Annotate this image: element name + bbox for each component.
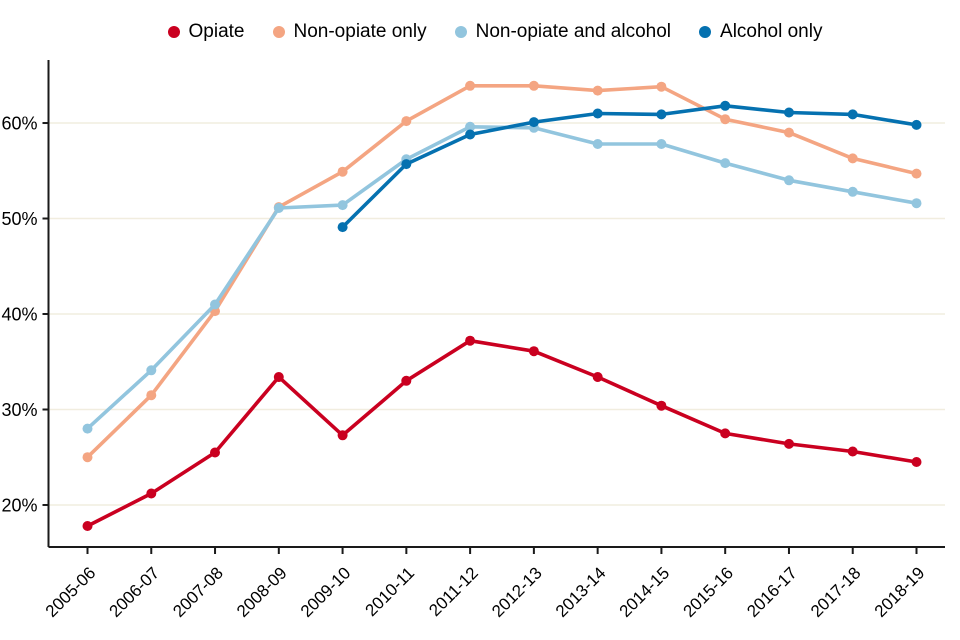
data-point <box>82 521 93 531</box>
data-point <box>911 119 922 130</box>
x-tick-label: 2010-11 <box>362 563 419 620</box>
x-tick-label: 2014-15 <box>616 563 674 621</box>
data-point <box>337 166 348 177</box>
x-tick-label: 2016-17 <box>743 563 801 621</box>
data-point <box>210 299 220 310</box>
data-point <box>720 158 731 169</box>
x-tick-label: 2011-12 <box>425 563 482 620</box>
data-point <box>847 186 858 197</box>
y-tick-label: 60% <box>1 114 37 134</box>
data-point <box>784 127 794 138</box>
data-point <box>465 121 476 132</box>
data-point <box>337 430 348 441</box>
data-point <box>847 153 858 164</box>
data-point <box>528 80 539 91</box>
data-point <box>720 428 731 439</box>
data-point <box>146 488 157 499</box>
data-point <box>656 109 667 120</box>
legend-item-opiate: Opiate <box>167 21 245 43</box>
y-tick-label: 30% <box>1 400 37 420</box>
x-tick-label: 2013-14 <box>552 563 610 621</box>
data-point <box>784 175 794 186</box>
x-tick-label: 2008-09 <box>233 563 291 621</box>
legend-item-non-opiate-only: Non-opiate only <box>272 21 427 43</box>
y-tick-label: 50% <box>1 209 37 229</box>
data-point <box>656 400 667 411</box>
data-point <box>401 375 412 386</box>
data-point <box>847 109 858 120</box>
data-point <box>465 80 476 91</box>
data-point <box>784 107 794 118</box>
series-line-non-opiate-only <box>85 84 919 459</box>
data-point <box>337 200 348 211</box>
y-tick-label: 20% <box>1 495 37 515</box>
data-point <box>146 390 157 401</box>
legend-marker-non-opiate-and-alcohol-icon <box>454 26 467 38</box>
legend-item-alcohol-only: Alcohol only <box>699 21 822 43</box>
data-point <box>528 346 539 357</box>
y-tick-label: 40% <box>1 305 37 325</box>
series-line-alcohol-only <box>340 104 919 229</box>
series-line-non-opiate-and-alcohol <box>85 125 919 431</box>
series-line-opiate <box>85 338 919 528</box>
data-point <box>784 438 794 449</box>
data-point <box>337 222 348 233</box>
legend-marker-opiate-icon <box>167 26 180 38</box>
data-point <box>592 372 603 382</box>
legend-label-alcohol-only: Alcohol only <box>720 21 823 42</box>
data-point <box>528 117 539 128</box>
data-point <box>465 129 476 140</box>
data-point <box>273 372 284 382</box>
x-tick-label: 2015-16 <box>679 563 737 621</box>
legend-marker-non-opiate-only-icon <box>272 26 285 38</box>
legend-label-non-opiate-and-alcohol: Non-opiate and alcohol <box>475 21 672 42</box>
x-tick-label: 2017-18 <box>807 563 865 621</box>
data-point <box>401 159 412 170</box>
data-point <box>401 116 412 127</box>
x-tick-label: 2018-19 <box>871 563 929 621</box>
data-point <box>592 85 603 96</box>
data-point <box>592 139 603 149</box>
legend-marker-alcohol-only-icon <box>699 26 712 38</box>
data-point <box>847 446 858 457</box>
x-tick-label: 2005-06 <box>42 563 100 621</box>
legend-item-non-opiate-and-alcohol: Non-opiate and alcohol <box>454 21 672 43</box>
data-point <box>82 452 93 463</box>
data-point <box>210 447 220 458</box>
data-point <box>146 365 157 376</box>
legend-label-non-opiate-only: Non-opiate only <box>293 21 427 42</box>
data-point <box>656 139 667 149</box>
x-tick-label: 2012-13 <box>488 563 546 621</box>
data-point <box>273 203 284 213</box>
data-point <box>911 198 922 209</box>
data-point <box>911 457 922 467</box>
data-point <box>82 423 93 434</box>
data-point <box>656 81 667 92</box>
x-tick-label: 2006-07 <box>106 563 164 621</box>
data-point <box>720 100 731 111</box>
data-point <box>911 168 922 179</box>
chart-legend: Opiate Non-opiate only Non-opiate and al… <box>0 14 960 50</box>
data-point <box>720 114 731 125</box>
x-tick-label: 2009-10 <box>297 563 355 621</box>
legend-label-opiate: Opiate <box>188 21 245 42</box>
x-tick-label: 2007-08 <box>169 563 227 621</box>
data-point <box>592 108 603 119</box>
data-point <box>465 335 476 346</box>
